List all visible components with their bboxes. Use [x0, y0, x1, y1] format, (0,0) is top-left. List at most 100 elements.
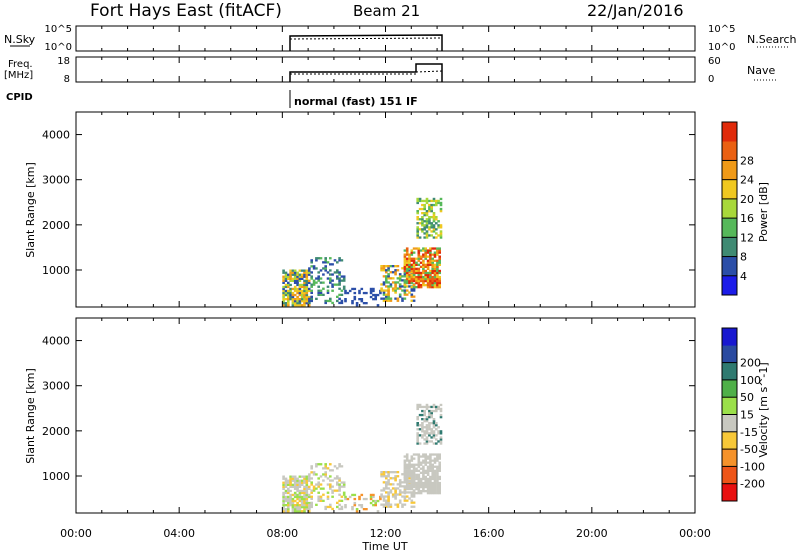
velocity-cell: [291, 475, 295, 478]
velocity-cell: [398, 501, 402, 504]
velocity-cell: [435, 438, 438, 441]
power-cell: [287, 295, 290, 299]
velocity-cell: [403, 497, 407, 500]
freq-tick-bottom: 8: [64, 74, 70, 85]
power-cell: [417, 271, 421, 275]
velocity-cell: [310, 501, 313, 504]
velocity-cell: [439, 440, 443, 443]
power-cell: [305, 295, 309, 299]
velocity-cell: [405, 463, 409, 466]
power-cell: [426, 259, 430, 262]
velocity-cell: [282, 475, 285, 478]
velocity-cell: [398, 489, 402, 492]
velocity-cell: [319, 463, 323, 466]
velocity-cell: [417, 479, 421, 483]
power-cell: [405, 289, 409, 292]
velocity-cell: [296, 483, 299, 486]
velocity-cell: [326, 467, 330, 470]
power-cell: [412, 265, 416, 268]
power-cell: [387, 299, 390, 302]
power-y-tick-label: 2000: [42, 219, 70, 232]
velocity-cell: [412, 475, 416, 479]
velocity-cell: [396, 483, 400, 486]
power-cell: [410, 293, 414, 296]
velocity-cell: [312, 489, 316, 492]
power-cell: [282, 302, 285, 305]
power-cell: [387, 269, 390, 272]
power-cell: [307, 269, 311, 272]
velocity-cell: [326, 477, 330, 480]
power-cell: [282, 277, 285, 280]
power-cell: [412, 277, 416, 281]
power-cell: [428, 228, 431, 231]
power-cell: [391, 271, 395, 274]
power-cell: [431, 284, 434, 287]
power-cell: [344, 300, 347, 303]
velocity-cell: [282, 510, 285, 513]
velocity-cell: [329, 487, 332, 490]
velocity-cell: [426, 485, 430, 489]
power-cell: [415, 279, 418, 283]
velocity-cell: [417, 473, 421, 476]
velocity-cell: [296, 504, 299, 507]
power-cell: [303, 298, 306, 301]
velocity-cell: [338, 463, 341, 466]
power-cell: [408, 263, 411, 266]
power-cell: [336, 295, 339, 298]
velocity-cell: [319, 499, 323, 502]
power-cell: [307, 295, 311, 299]
velocity-cell: [431, 490, 434, 493]
velocity-cell: [424, 481, 427, 485]
velocity-cell: [408, 467, 411, 470]
velocity-cell: [403, 479, 407, 482]
power-cell: [439, 210, 443, 213]
velocity-cell: [319, 483, 323, 486]
power-cell: [307, 281, 311, 284]
power-cell: [426, 284, 430, 287]
power-cell: [433, 255, 437, 258]
power-cell: [310, 259, 313, 262]
power-cell: [310, 261, 313, 264]
power-colorbar-segment: [722, 198, 737, 219]
power-colorbar-tick-label: 8: [740, 251, 747, 264]
velocity-cell: [284, 483, 288, 486]
velocity-cell: [287, 506, 290, 509]
velocity-cell: [296, 501, 299, 505]
power-cell: [436, 253, 439, 256]
power-cell: [305, 287, 309, 291]
power-cell: [431, 263, 434, 266]
velocity-cell: [387, 481, 390, 484]
velocity-cell: [289, 493, 292, 497]
velocity-cell: [405, 455, 409, 458]
velocity-cell: [360, 493, 364, 497]
velocity-cell: [353, 501, 357, 505]
power-cell: [303, 279, 306, 282]
velocity-cell: [436, 477, 439, 481]
velocity-cell: [396, 505, 400, 508]
velocity-cell: [430, 409, 433, 413]
power-cell: [338, 287, 341, 290]
velocity-cell: [435, 428, 438, 431]
power-cell: [417, 247, 421, 250]
velocity-cell: [410, 493, 414, 496]
velocity-cell: [412, 483, 416, 487]
velocity-cell: [389, 491, 393, 494]
power-colorbar-frame: [721, 121, 738, 296]
velocity-cell: [382, 481, 386, 484]
power-cell: [391, 289, 395, 292]
nsky-tick-top: 10^5: [45, 24, 72, 35]
velocity-cell: [287, 499, 290, 503]
velocity-cell: [340, 507, 344, 511]
velocity-cell: [437, 430, 440, 433]
power-cell: [432, 216, 436, 219]
power-cell: [405, 259, 409, 262]
velocity-cell: [394, 487, 397, 490]
power-cell: [415, 247, 418, 250]
velocity-cell: [284, 477, 288, 480]
power-cell: [358, 291, 361, 295]
power-cell: [322, 281, 325, 284]
velocity-cell: [421, 409, 424, 413]
power-cell: [410, 299, 414, 302]
velocity-cell: [319, 495, 323, 498]
power-cell: [331, 289, 334, 292]
